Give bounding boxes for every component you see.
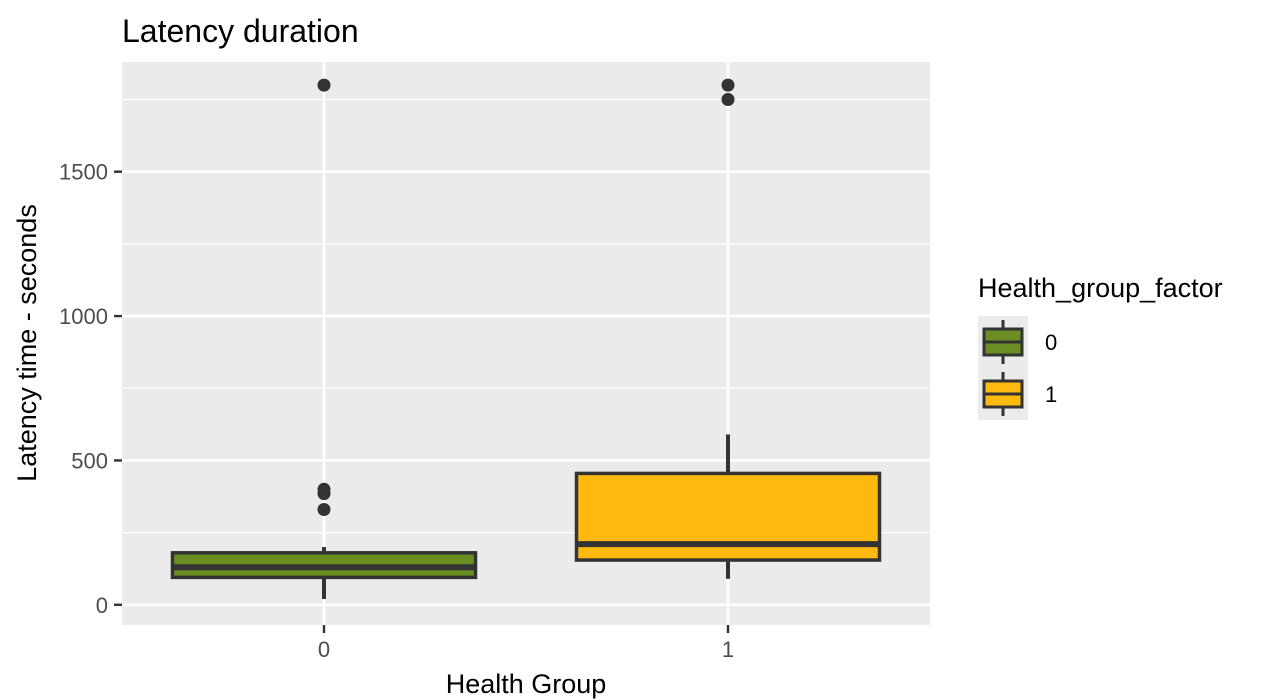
x-tick-label: 0 <box>318 637 330 662</box>
outlier-point <box>721 78 735 92</box>
outlier-point <box>721 93 735 107</box>
box-plot-group-1 <box>574 78 882 579</box>
x-axis-title: Health Group <box>446 669 607 699</box>
y-axis-title: Latency time - seconds <box>12 204 42 482</box>
legend-label-1: 1 <box>1045 382 1057 407</box>
y-tick-label: 500 <box>71 448 108 473</box>
outlier-point <box>317 503 331 517</box>
y-tick-label: 1500 <box>59 160 108 185</box>
outlier-point <box>317 487 331 501</box>
y-axis: 0 500 1000 1500 <box>59 160 122 618</box>
y-tick-label: 1000 <box>59 304 108 329</box>
legend-label-0: 0 <box>1045 330 1057 355</box>
legend: Health_group_factor 0 1 <box>978 273 1223 420</box>
box-plots <box>170 78 882 600</box>
legend-title: Health_group_factor <box>978 273 1223 303</box>
x-tick-label: 1 <box>722 637 734 662</box>
y-tick-label: 0 <box>96 593 108 618</box>
outlier-point <box>317 78 331 92</box>
box-plot-group-0 <box>170 78 478 600</box>
chart-title: Latency duration <box>122 13 359 49</box>
